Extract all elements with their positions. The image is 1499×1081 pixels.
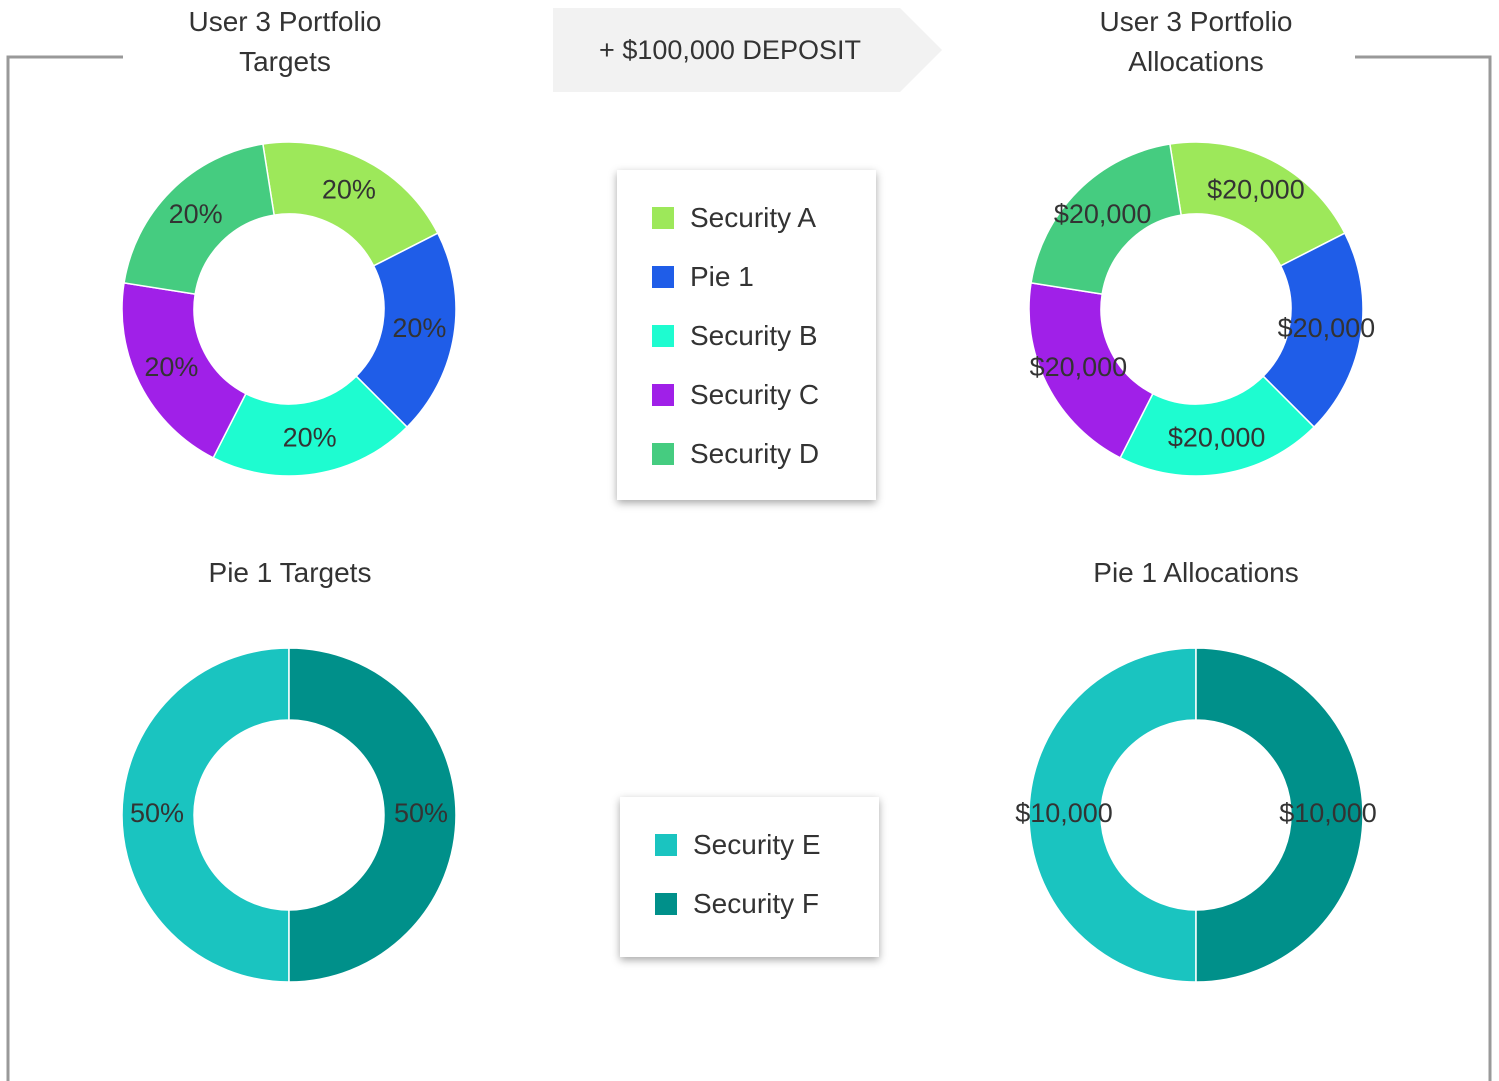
legend-swatch bbox=[655, 893, 677, 915]
legend-item: Pie 1 bbox=[652, 259, 754, 295]
donut-segment bbox=[1030, 143, 1182, 295]
donut-segment bbox=[212, 375, 409, 477]
legend-swatch bbox=[655, 834, 677, 856]
data-label: 20% bbox=[169, 199, 223, 229]
legend-swatch bbox=[652, 325, 674, 347]
data-label: 20% bbox=[144, 352, 198, 382]
legend-label: Pie 1 bbox=[690, 261, 754, 292]
donut-segment bbox=[1169, 141, 1346, 267]
legend-item: Security B bbox=[652, 318, 818, 354]
legend-swatch bbox=[652, 207, 674, 229]
data-label: 50% bbox=[394, 798, 448, 828]
banner-arrow bbox=[553, 8, 942, 92]
legend-label: Security B bbox=[690, 320, 818, 351]
legend-item: Security C bbox=[652, 377, 819, 413]
data-label: $20,000 bbox=[1278, 313, 1376, 343]
legend-item: Security A bbox=[652, 200, 816, 236]
donut-segment bbox=[355, 232, 457, 429]
data-label: $20,000 bbox=[1054, 199, 1152, 229]
chart-title: Pie 1 Targets bbox=[160, 553, 420, 593]
legend-item: Security E bbox=[655, 827, 821, 863]
legend-label: Security D bbox=[690, 438, 820, 469]
donut-segment bbox=[262, 141, 439, 267]
legend-swatch bbox=[652, 384, 674, 406]
donut-segment bbox=[1028, 647, 1197, 983]
banner-text: + $100,000 DEPOSIT bbox=[599, 35, 861, 65]
donut-segment bbox=[288, 647, 457, 983]
data-label: 50% bbox=[130, 798, 184, 828]
legend-item: Security F bbox=[655, 886, 819, 922]
data-label: $20,000 bbox=[1030, 352, 1128, 382]
data-label: 20% bbox=[322, 175, 376, 205]
donut-segment bbox=[121, 647, 290, 983]
legend-swatch bbox=[652, 266, 674, 288]
donut-segment bbox=[123, 143, 275, 295]
legend: Security E Security F bbox=[620, 797, 879, 957]
legend-item: Security D bbox=[652, 436, 819, 472]
chart-title: User 3 Portfolio Targets bbox=[155, 2, 415, 82]
chart-title: User 3 Portfolio Allocations bbox=[1066, 2, 1326, 82]
legend-label: Security F bbox=[693, 888, 820, 919]
donut-segment bbox=[1195, 647, 1364, 983]
frame-left bbox=[6, 55, 123, 1081]
donut-segment bbox=[1119, 375, 1316, 477]
donut-segment bbox=[1262, 232, 1364, 429]
data-label: 20% bbox=[392, 313, 446, 343]
data-label: $10,000 bbox=[1015, 798, 1113, 828]
donut-segment bbox=[1028, 282, 1154, 459]
legend-label: Security C bbox=[690, 379, 820, 410]
chart-title: Pie 1 Allocations bbox=[1066, 553, 1326, 593]
legend: Security A Pie 1 Security B Security C Secur… bbox=[617, 170, 876, 500]
data-label: $20,000 bbox=[1207, 175, 1305, 205]
legend-swatch bbox=[652, 443, 674, 465]
data-label: 20% bbox=[283, 422, 337, 452]
donut-segment bbox=[121, 282, 247, 459]
frame-right bbox=[1355, 55, 1492, 1081]
data-label: $20,000 bbox=[1168, 422, 1266, 452]
legend-label: Security E bbox=[693, 829, 821, 860]
data-label: $10,000 bbox=[1279, 798, 1377, 828]
legend-label: Security A bbox=[690, 202, 817, 233]
